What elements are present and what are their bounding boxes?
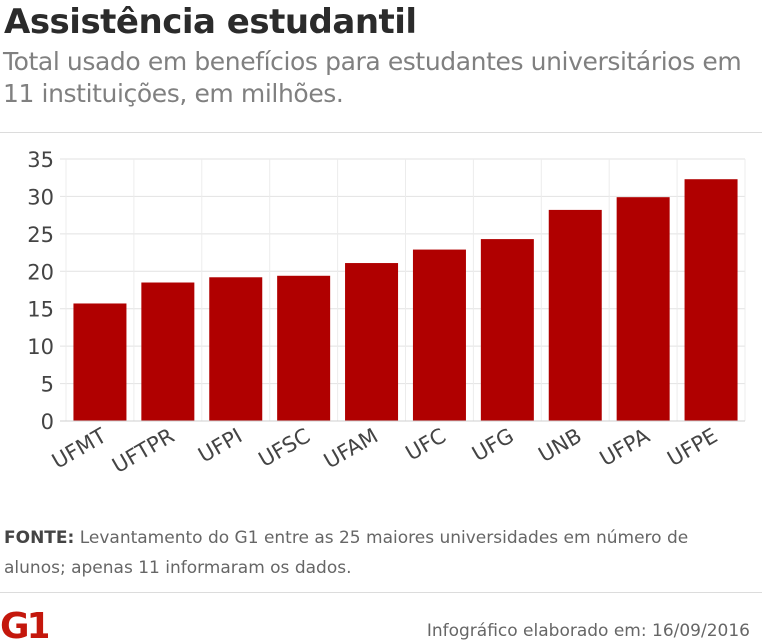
x-tick-label: UFPA <box>596 423 655 471</box>
y-tick-label: 10 <box>27 335 54 359</box>
y-tick-label: 30 <box>27 185 54 209</box>
x-tick-label: UFTPR <box>108 424 178 478</box>
y-tick-label: 20 <box>27 260 54 284</box>
header-divider <box>0 132 762 133</box>
g1-logo-icon: G1 <box>0 606 48 642</box>
bar-uftpr <box>141 282 195 421</box>
y-tick-label: 15 <box>27 298 54 322</box>
bar-unb <box>548 209 602 421</box>
bar-ufc <box>412 249 466 421</box>
y-tick-label: 25 <box>27 223 54 247</box>
y-tick-label: 35 <box>27 148 54 172</box>
bar-ufpa <box>616 197 670 421</box>
x-tick-label: UFSC <box>254 424 314 472</box>
bar-ufpe <box>684 179 738 421</box>
bar-ufsc <box>277 275 331 421</box>
x-tick-label: UFC <box>401 424 449 466</box>
y-tick-label: 5 <box>41 373 54 397</box>
source-label: FONTE: <box>4 528 75 548</box>
bar-ufmt <box>73 303 127 421</box>
bar-ufam <box>345 263 399 421</box>
x-tick-label: UFPI <box>194 424 246 468</box>
chart-subtitle: Total usado em benefícios para estudante… <box>3 47 742 108</box>
x-tick-label: UFMT <box>48 423 111 473</box>
footer-divider <box>0 592 762 593</box>
y-tick-label: 0 <box>41 410 54 434</box>
source-text: Levantamento do G1 entre as 25 maiores u… <box>4 528 689 578</box>
x-tick-label: UFAM <box>320 424 382 474</box>
x-tick-label: UFPE <box>663 424 721 471</box>
bar-ufpi <box>209 277 263 421</box>
source-note: FONTE: Levantamento do G1 entre as 25 ma… <box>4 523 744 583</box>
svg-text:G1: G1 <box>0 606 48 642</box>
x-tick-label: UFG <box>468 424 518 467</box>
credit-text: Infográfico elaborado em: 16/09/2016 <box>426 621 750 641</box>
x-tick-label: UNB <box>534 424 585 468</box>
bar-ufg <box>480 239 534 421</box>
chart-title: Assistência estudantil <box>4 2 417 42</box>
